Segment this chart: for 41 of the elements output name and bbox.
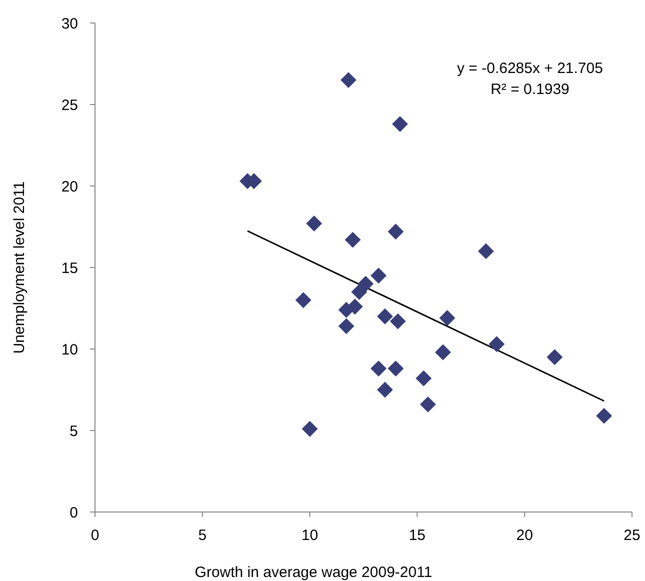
point <box>488 336 505 352</box>
point <box>596 408 612 424</box>
point <box>377 382 393 398</box>
annotation: y = -0.6285x + 21.705 <box>457 60 603 77</box>
point <box>420 396 436 412</box>
annotation: R² = 0.1939 <box>490 81 570 98</box>
y-tick-label: 10 <box>61 341 78 358</box>
x-tick-label: 25 <box>624 527 640 544</box>
point <box>546 349 563 366</box>
y-tick-label: 15 <box>61 260 78 277</box>
y-axis-title: Unemployment level 2011 <box>11 181 28 354</box>
point <box>478 243 494 260</box>
x-tick-label: 15 <box>408 527 426 544</box>
x-tick-label: 0 <box>90 527 100 544</box>
point <box>377 308 393 324</box>
point <box>392 116 408 132</box>
x-axis-title: Growth in average wage 2009-2011 <box>194 564 432 581</box>
y-tick-label: 0 <box>70 504 78 522</box>
point <box>388 360 404 377</box>
point <box>370 268 387 284</box>
point <box>416 370 432 386</box>
point <box>340 72 356 88</box>
x-tick-label: 10 <box>301 527 318 544</box>
point <box>306 216 322 232</box>
point <box>351 284 368 300</box>
point <box>370 360 387 377</box>
y-tick-label: 30 <box>61 15 78 32</box>
x-tick-label: 5 <box>198 527 207 544</box>
y-tick-label: 20 <box>61 178 78 196</box>
point <box>435 344 451 360</box>
point <box>390 313 406 330</box>
point <box>388 224 404 240</box>
y-tick-label: 25 <box>61 96 78 114</box>
point <box>344 232 361 248</box>
y-tick-label: 5 <box>70 422 78 440</box>
x-tick-label: 20 <box>516 527 533 544</box>
point <box>302 420 318 437</box>
point <box>439 310 456 326</box>
point <box>338 318 354 334</box>
point <box>358 276 374 292</box>
point <box>295 292 312 308</box>
